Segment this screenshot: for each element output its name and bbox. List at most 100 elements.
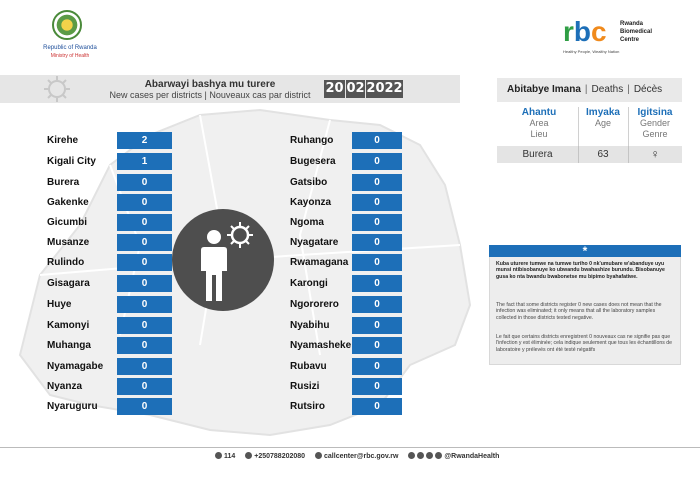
col-header-age: Imyaka Age [586,107,620,128]
district-name: Gisagara [47,278,90,289]
rbc-tagline: Healthy People, Wealthy Nation [563,49,620,54]
facebook-icon [417,452,425,459]
district-case-count: 0 [352,378,402,395]
district-name: Muhanga [47,340,91,351]
district-name: Karongi [290,278,328,289]
title-en-fr: New cases per districts | Nouveaux cas p… [109,90,311,100]
death-place: Burera [522,149,553,160]
col-header-area: Ahantu Area Lieu [521,107,557,139]
whatsapp-icon [245,452,253,459]
district-case-count: 0 [117,194,172,211]
asterisk-icon: * [489,245,681,257]
district-name: Rusizi [290,381,320,392]
district-name: Gatsibo [290,177,328,188]
district-name: Kirehe [47,135,79,146]
district-case-count: 0 [352,153,402,170]
col-header-gender: Igitsina Gender Genre [637,107,673,139]
district-case-count: 0 [117,337,172,354]
district-name: Nyanza [47,381,83,392]
instagram-icon [426,452,434,459]
district-name: Rutsiro [290,401,325,412]
district-case-count: 0 [117,234,172,251]
district-case-count: 0 [117,378,172,395]
virus-icon [44,76,70,102]
column-divider [578,146,579,163]
district-case-count: 0 [352,337,402,354]
deaths-title-en: Deaths [591,84,624,95]
district-name: Bugesera [290,156,336,167]
district-name: Gakenke [47,197,89,208]
district-case-count: 0 [352,174,402,191]
district-case-count: 2 [117,132,172,149]
rbc-name: Rwanda Biomedical Centre [620,21,653,43]
death-row [497,146,682,163]
footer-divider [0,447,700,448]
district-case-count: 0 [117,296,172,313]
district-case-count: 0 [352,398,402,415]
district-name: Rulindo [47,257,85,268]
district-name: Rubavu [290,361,327,372]
column-divider [578,107,579,163]
date-year: 2022 [366,80,403,98]
district-case-count: 0 [352,132,402,149]
district-name: Ngororero [290,299,339,310]
deaths-title-rw: Abitabye Imana [507,84,581,95]
email-icon [315,452,323,459]
district-case-count: 0 [117,398,172,415]
moh-ministry-label: Ministry of Health [50,53,90,59]
district-name: Musanze [47,237,90,248]
district-name: Nyamagabe [47,361,104,372]
district-case-count: 0 [117,174,172,191]
ministry-of-health-emblem-icon [52,10,82,40]
note-french: Le fait que certains districts enregistr… [496,334,673,353]
phone-item: +250788202080 [245,452,305,460]
district-case-count: 0 [352,317,402,334]
deaths-title-fr: Décès [633,84,663,95]
title-kinyarwanda: Abarwayi bashya mu turere [144,79,276,90]
email-item: callcenter@rbc.gov.rw [315,452,398,460]
district-name: Nyabihu [290,320,330,331]
district-name: Kamonyi [47,320,90,331]
district-case-count: 0 [352,214,402,231]
district-name: Nyaruguru [47,401,98,412]
rbc-logo: rbc [563,16,607,47]
column-divider [628,146,629,163]
district-case-count: 0 [352,296,402,313]
hotline-item: 114 [215,452,235,460]
district-case-count: 0 [117,214,172,231]
district-case-count: 0 [352,234,402,251]
district-name: Nyagatare [290,237,339,248]
district-case-count: 0 [117,275,172,292]
social-item: @RwandaHealth [408,452,499,460]
district-case-count: 0 [352,275,402,292]
district-case-count: 0 [117,317,172,334]
district-name: Gicumbi [47,217,88,228]
note-box [489,245,681,365]
deaths-header: Abitabye Imana | Deaths | Décès [497,78,682,102]
date-day: 20 [324,80,345,98]
twitter-icon [408,452,416,459]
district-name: Ruhango [290,135,334,146]
female-icon: ♀ [650,147,660,161]
district-case-count: 0 [117,254,172,271]
district-name: Nyamasheke [290,340,352,351]
district-name: Burera [47,177,80,188]
district-name: Huye [47,299,72,310]
district-case-count: 0 [352,194,402,211]
phone-icon [215,452,222,459]
note-kinyarwanda: Kuba uturere tumwe na tumwe turiho 0 nk'… [496,261,665,280]
district-name: Kayonza [290,197,332,208]
moh-republic-label: Republic of Rwanda [43,45,97,51]
column-divider [628,107,629,163]
district-case-count: 0 [352,358,402,375]
district-case-count: 0 [117,358,172,375]
date-month: 02 [346,80,365,98]
district-case-count: 0 [352,254,402,271]
district-case-count: 1 [117,153,172,170]
youtube-icon [435,452,443,459]
note-english: The fact that some districts register 0 … [496,302,662,321]
death-age: 63 [597,149,609,160]
footer-contacts: 114 +250788202080 callcenter@rbc.gov.rw … [215,452,507,460]
district-name: Ngoma [290,217,324,228]
person-virus-icon [172,209,274,311]
